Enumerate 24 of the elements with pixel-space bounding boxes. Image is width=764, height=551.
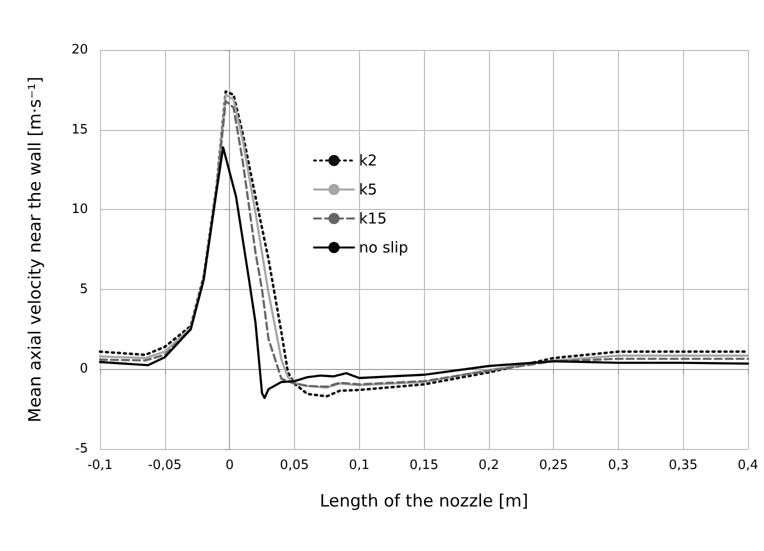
legend-label: k2 [359, 152, 378, 170]
y-tick-label: -5 [75, 442, 88, 456]
x-tick-label: -0,05 [148, 458, 182, 473]
legend-label: k5 [359, 180, 378, 198]
x-tick-label: -0,1 [87, 458, 113, 473]
x-tick-label: 0,35 [668, 458, 698, 473]
y-tick-label: 5 [80, 282, 88, 297]
x-tick-label: 0,05 [280, 458, 309, 473]
line-series [98, 146, 750, 400]
x-tick-label: 0,4 [738, 458, 758, 473]
y-tick-label: 0 [80, 362, 88, 377]
x-tick-label: 0,1 [348, 458, 370, 473]
x-tick-label: 0,25 [539, 458, 568, 473]
x-tick-label: 0,15 [410, 458, 438, 473]
x-tick-label: 0 [225, 458, 234, 473]
x-tick-label: 0,2 [478, 458, 500, 473]
y-axis-title: Mean axial velocity near the wall [m·s⁻¹] [26, 76, 46, 422]
y-tick-label: 15 [71, 122, 88, 138]
x-axis-title: Length of the nozzle [m] [320, 492, 528, 512]
y-tick-label: 10 [71, 202, 88, 218]
y-tick-label: 20 [71, 42, 88, 58]
legend-label: no slip [359, 238, 408, 256]
legend-label: k15 [359, 210, 387, 228]
x-tick-label: 0,3 [608, 458, 629, 473]
